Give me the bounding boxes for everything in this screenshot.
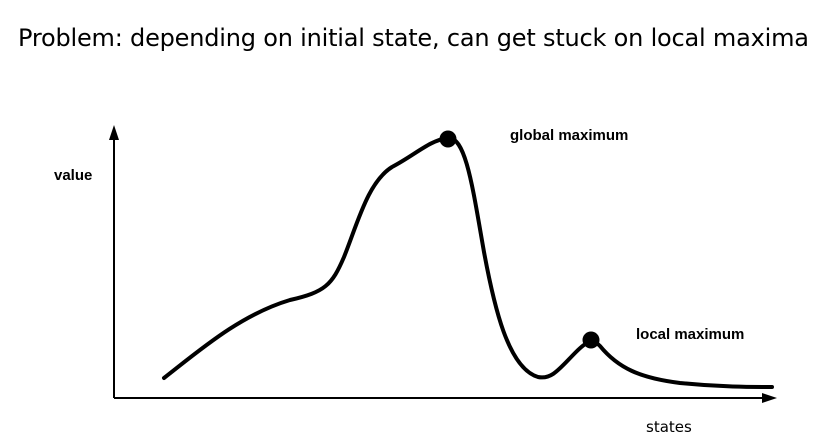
global-maximum-label: global maximum bbox=[510, 127, 628, 144]
y-axis-label: value bbox=[54, 167, 92, 184]
x-axis-label: states bbox=[646, 418, 692, 436]
x-axis-arrowhead bbox=[762, 393, 777, 403]
global-maximum-point bbox=[439, 130, 457, 148]
y-axis-arrowhead bbox=[109, 125, 119, 140]
page-title: Problem: depending on initial state, can… bbox=[18, 24, 809, 52]
local-maximum-point bbox=[582, 331, 600, 349]
objective-curve bbox=[162, 136, 774, 389]
local-maximum-label: local maximum bbox=[636, 326, 744, 343]
